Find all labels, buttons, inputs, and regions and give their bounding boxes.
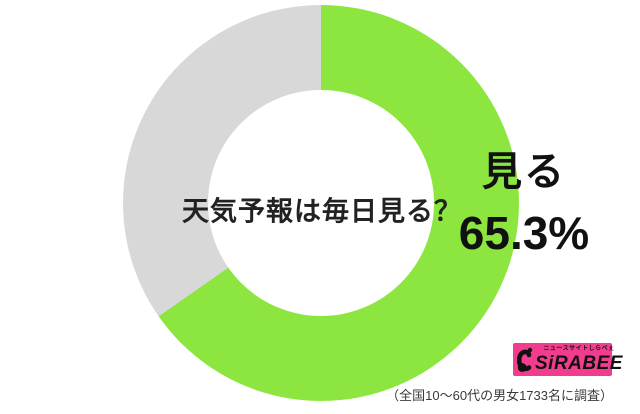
slice-label: 見る — [482, 150, 566, 194]
slice-value: 65.3% — [458, 207, 590, 259]
logo-brand: SiRABEE — [535, 352, 623, 374]
survey-caption: （全国10〜60代の男女1733名に調査） — [386, 388, 613, 403]
logo-tagline: ニュースサイトしらべぇ — [543, 346, 615, 353]
sirabee-logo: ニュースサイトしらべぇ SiRABEE — [513, 343, 622, 376]
donut-hole — [208, 90, 434, 316]
logo-text: ニュースサイトしらべぇ SiRABEE — [535, 346, 623, 372]
sirabee-mascot-icon — [516, 347, 533, 372]
chart-title: 天気予報は毎日見る？ — [182, 196, 462, 227]
